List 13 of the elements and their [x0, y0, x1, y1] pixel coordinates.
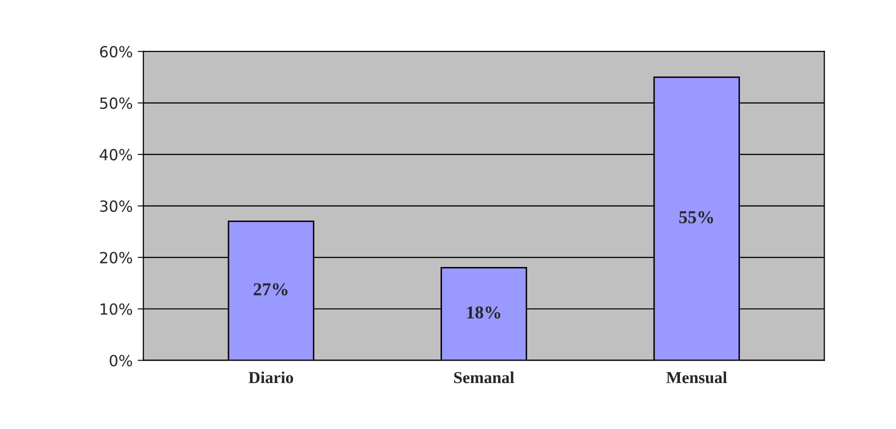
x-tick-label: Semanal: [454, 371, 514, 384]
y-tick-label: 20%: [100, 252, 132, 264]
y-tick-label: 0%: [110, 354, 132, 366]
x-tick-label: Diario: [248, 371, 294, 384]
data-label: 18%: [467, 306, 500, 319]
x-tick-label: Mensual: [666, 371, 727, 384]
data-label: 55%: [679, 211, 714, 224]
y-tick-label: 50%: [100, 97, 132, 109]
y-tick-label: 30%: [100, 200, 132, 212]
y-tick-label: 60%: [100, 46, 132, 58]
data-label: 27%: [254, 283, 288, 296]
y-tick-label: 10%: [100, 303, 132, 315]
y-tick-label: 40%: [100, 148, 132, 160]
